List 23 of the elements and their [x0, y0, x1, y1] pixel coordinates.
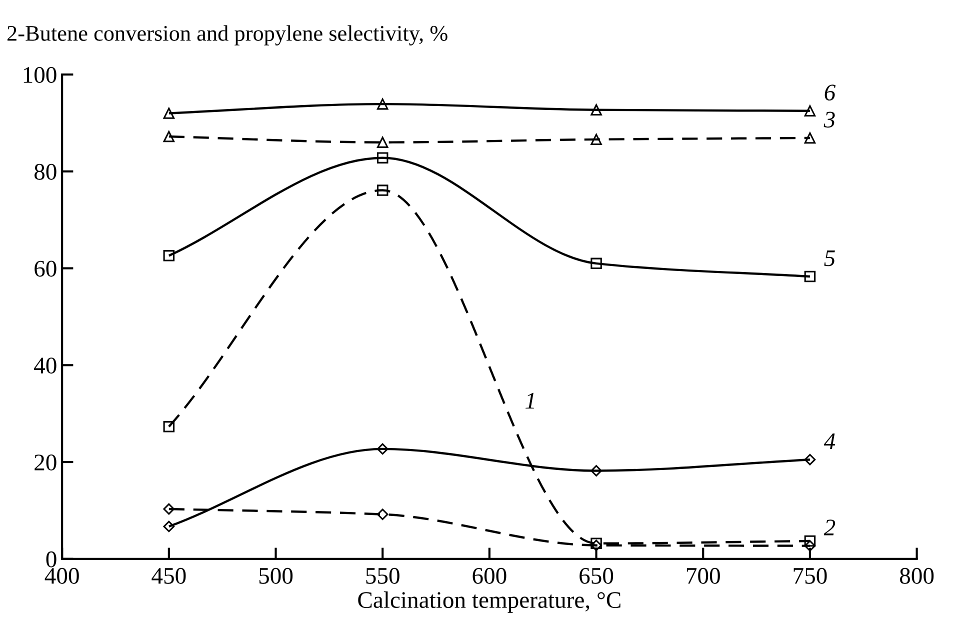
y-tick-label: 20: [34, 454, 56, 470]
x-axis-title: Calcination temperature, °C: [358, 591, 620, 613]
x-tick-label: 550: [366, 568, 400, 584]
x-tick-label: 500: [259, 568, 293, 584]
series-label: 3: [824, 112, 835, 128]
y-axis-title: 2-Butene conversion and propylene selectivity, %: [7, 25, 448, 46]
x-tick-label: 700: [686, 568, 720, 584]
y-tick-label: 60: [34, 260, 56, 277]
series-label: 4: [824, 433, 836, 450]
series-label: 1: [526, 392, 534, 409]
y-tick-label: 80: [34, 164, 56, 180]
series-label: 5: [824, 250, 835, 266]
x-tick-label: 400: [44, 568, 79, 584]
y-tick-label: 0: [46, 551, 56, 568]
x-tick-label: 600: [472, 568, 506, 584]
y-tick-label: 100: [24, 67, 56, 83]
y-tick-label: 40: [34, 358, 56, 374]
x-tick-label: 800: [900, 568, 934, 584]
series-label: 6: [824, 84, 836, 100]
x-tick-label: 750: [794, 568, 827, 584]
series-label: 2: [824, 520, 836, 536]
x-tick-label: 650: [580, 568, 614, 584]
x-tick-label: 450: [152, 568, 186, 584]
